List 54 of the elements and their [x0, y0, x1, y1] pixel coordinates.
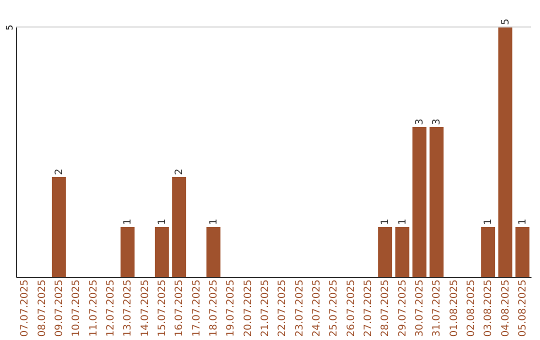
bar: [498, 27, 512, 277]
x-tick-label: 26.07.2025: [346, 280, 357, 337]
bar: [154, 227, 169, 277]
x-tick-label: 19.07.2025: [226, 280, 237, 337]
data-label: 5: [500, 18, 512, 25]
x-tick-label: 04.08.2025: [500, 280, 512, 337]
x-tick-label: 21.07.2025: [260, 280, 271, 337]
bar: [515, 227, 530, 277]
x-tick-label: 07.07.2025: [20, 280, 31, 337]
x-tick-label: 10.07.2025: [71, 280, 82, 337]
x-tick-label: 02.08.2025: [466, 280, 477, 337]
bar: [430, 127, 444, 277]
x-tick-label: 01.08.2025: [448, 280, 460, 337]
bar: [120, 227, 135, 277]
data-label: 1: [208, 218, 220, 225]
x-tick-label: 11.07.2025: [88, 280, 100, 337]
data-label: 2: [54, 168, 65, 175]
x-tick-label: 18.07.2025: [208, 280, 220, 337]
x-tick-label: 08.07.2025: [36, 280, 48, 337]
x-tick-label: 12.07.2025: [105, 280, 116, 337]
bar: [378, 227, 392, 277]
data-label: 1: [380, 218, 392, 225]
data-label: 1: [122, 218, 134, 225]
x-tick-label: 13.07.2025: [122, 280, 134, 337]
bar: [172, 177, 186, 277]
x-tick-label: 22.07.2025: [277, 280, 288, 337]
x-tick-label: 25.07.2025: [328, 280, 340, 337]
x-tick-label: 17.07.2025: [191, 280, 202, 337]
x-tick-label: 09.07.2025: [54, 280, 65, 337]
x-tick-label: 24.07.2025: [311, 280, 322, 337]
data-label: 3: [414, 118, 426, 125]
data-label: 3: [432, 118, 443, 125]
bar: [481, 227, 496, 277]
data-label: 1: [397, 218, 408, 225]
x-tick-label: 14.07.2025: [140, 280, 151, 337]
x-tick-label: 31.07.2025: [432, 280, 443, 337]
x-tick-label: 23.07.2025: [294, 280, 306, 337]
bar: [412, 127, 426, 277]
bar: [52, 177, 66, 277]
x-tick-label: 29.07.2025: [397, 280, 408, 337]
x-tick-label: 27.07.2025: [362, 280, 374, 337]
x-tick-label: 20.07.2025: [242, 280, 254, 337]
data-label: 2: [174, 168, 186, 175]
x-tick-label: 05.08.2025: [517, 280, 528, 337]
bar: [206, 227, 220, 277]
x-tick-label: 15.07.2025: [156, 280, 168, 337]
x-tick-label: 16.07.2025: [174, 280, 186, 337]
data-label: 1: [156, 218, 168, 225]
x-tick-label: 28.07.2025: [380, 280, 392, 337]
x-tick-label: 03.08.2025: [483, 280, 494, 337]
x-tick-label: 30.07.2025: [414, 280, 426, 337]
bar: [395, 227, 410, 277]
data-label: 1: [517, 218, 528, 225]
data-label: 1: [483, 218, 494, 225]
